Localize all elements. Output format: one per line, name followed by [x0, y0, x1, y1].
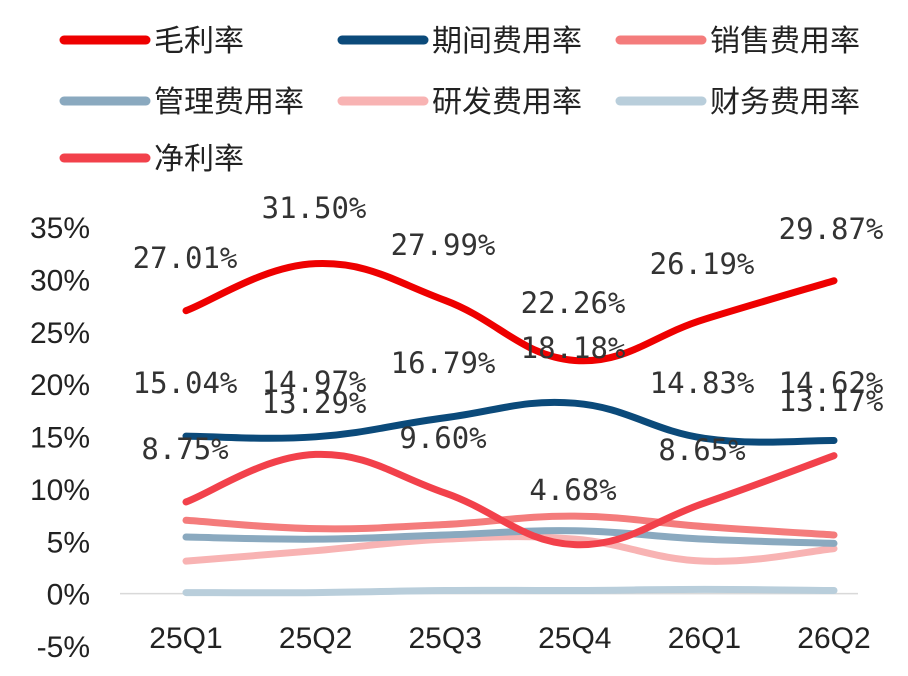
data-label-gross-margin: 27.01% — [133, 241, 238, 275]
data-label-net-margin: 8.75% — [141, 432, 228, 466]
legend-label-period-expense-rate: 期间费用率 — [432, 24, 582, 59]
series-line-sales-expense-rate — [182, 512, 838, 539]
data-label-gross-margin: 22.26% — [521, 286, 626, 320]
data-label-gross-margin: 26.19% — [650, 247, 755, 281]
x-tick-label: 25Q3 — [409, 622, 482, 655]
legend-label-net-margin: 净利率 — [154, 142, 244, 177]
y-tick-label: 5% — [47, 526, 90, 559]
y-tick-label: 20% — [30, 369, 90, 402]
data-label-period-expense-rate: 14.83% — [650, 366, 755, 400]
x-tick-label: 25Q1 — [149, 622, 222, 655]
data-label-net-margin: 9.60% — [399, 421, 486, 455]
series-line-gross-margin — [182, 260, 838, 365]
data-label-net-margin: 13.29% — [262, 386, 367, 420]
legend-label-rd-expense-rate: 研发费用率 — [432, 85, 582, 120]
series-line-admin-expense-rate — [182, 527, 838, 547]
series-line-finance-expense-rate — [182, 585, 838, 597]
x-tick-label: 26Q1 — [668, 622, 741, 655]
x-axis: 25Q1 25Q2 25Q3 25Q4 26Q1 26Q2 — [149, 622, 870, 655]
y-tick-label: 25% — [30, 317, 90, 350]
y-axis: -5% 0% 5% 10% 15% 20% 25% 30% 35% — [30, 212, 858, 664]
legend-label-sales-expense-rate: 销售费用率 — [710, 24, 860, 59]
data-label-period-expense-rate: 14.62% — [779, 366, 884, 400]
y-tick-label: 10% — [30, 474, 90, 507]
legend-label-gross-margin: 毛利率 — [154, 24, 244, 59]
y-tick-label: 15% — [30, 422, 90, 455]
series-line-period-expense-rate — [182, 398, 838, 446]
series-line-rd-expense-rate — [182, 533, 838, 565]
y-tick-label: -5% — [37, 631, 90, 664]
x-tick-label: 25Q2 — [279, 622, 352, 655]
series-line-net-margin — [182, 450, 838, 549]
y-tick-label: 0% — [47, 579, 90, 612]
legend-label-finance-expense-rate: 财务费用率 — [710, 85, 860, 120]
data-label-period-expense-rate: 15.04% — [133, 366, 238, 400]
data-label-period-expense-rate: 16.79% — [391, 346, 496, 380]
data-label-period-expense-rate: 18.18% — [521, 331, 626, 365]
x-tick-label: 25Q4 — [538, 622, 611, 655]
data-labels: 27.01% 31.50% 27.99% 22.26% 26.19% 29.87% 15.0… — [133, 191, 884, 507]
data-label-gross-margin: 27.99% — [391, 228, 496, 262]
data-label-period-expense-rate: 14.97% — [262, 365, 367, 399]
data-label-net-margin: 4.68% — [529, 473, 616, 507]
data-label-gross-margin: 29.87% — [779, 212, 884, 246]
data-label-gross-margin: 31.50% — [262, 191, 367, 225]
y-tick-label: 35% — [30, 212, 90, 245]
data-label-net-margin: 13.17% — [779, 384, 884, 418]
legend-label-admin-expense-rate: 管理费用率 — [154, 85, 304, 120]
y-tick-label: 30% — [30, 264, 90, 297]
plot-area — [182, 260, 838, 597]
x-tick-label: 26Q2 — [797, 622, 870, 655]
data-label-net-margin: 8.65% — [658, 433, 745, 467]
